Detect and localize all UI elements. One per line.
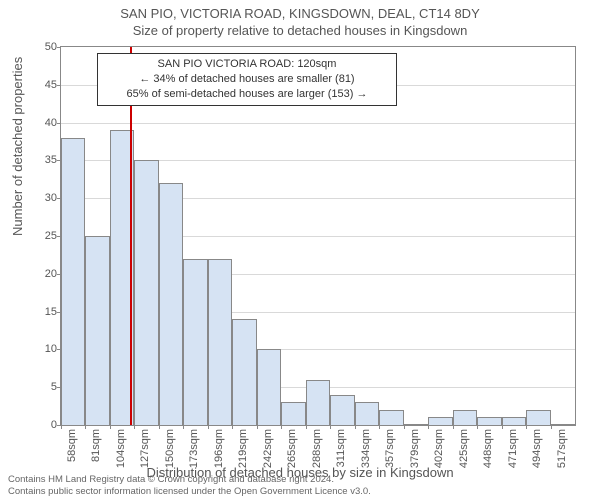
xtick-label: 425sqm xyxy=(456,429,470,468)
ytick-label: 25 xyxy=(29,230,61,242)
ytick-label: 5 xyxy=(29,381,61,393)
xtick-label: 288sqm xyxy=(309,429,323,468)
xtick-mark xyxy=(232,425,233,429)
xtick-mark xyxy=(61,425,62,429)
xtick-mark xyxy=(134,425,135,429)
xtick-mark xyxy=(306,425,307,429)
xtick-label: 81sqm xyxy=(88,429,102,462)
ytick-label: 35 xyxy=(29,154,61,166)
xtick-label: 219sqm xyxy=(235,429,249,468)
histogram-bar xyxy=(61,138,85,425)
xtick-label: 58sqm xyxy=(64,429,78,462)
xtick-label: 104sqm xyxy=(113,429,127,468)
xtick-mark xyxy=(404,425,405,429)
ytick-label: 0 xyxy=(29,419,61,431)
gridline xyxy=(61,123,575,124)
ytick-label: 10 xyxy=(29,343,61,355)
ytick-label: 40 xyxy=(29,117,61,129)
footer: Contains HM Land Registry data © Crown c… xyxy=(8,474,371,498)
ytick-label: 20 xyxy=(29,268,61,280)
page-subtitle: Size of property relative to detached ho… xyxy=(0,21,600,38)
ytick-label: 45 xyxy=(29,79,61,91)
histogram-bar xyxy=(183,259,207,425)
histogram-bar xyxy=(159,183,183,425)
xtick-mark xyxy=(477,425,478,429)
xtick-mark xyxy=(355,425,356,429)
xtick-mark xyxy=(330,425,331,429)
xtick-mark xyxy=(428,425,429,429)
xtick-label: 517sqm xyxy=(554,429,568,468)
histogram-bar xyxy=(232,319,256,425)
plot-area: SAN PIO VICTORIA ROAD: 120sqm ← 34% of d… xyxy=(61,47,575,425)
xtick-label: 494sqm xyxy=(529,429,543,468)
annotation-line-3: 65% of semi-detached houses are larger (… xyxy=(106,87,388,102)
histogram-bar xyxy=(453,410,477,425)
xtick-label: 150sqm xyxy=(162,429,176,468)
histogram-bar xyxy=(281,402,305,425)
xtick-mark xyxy=(257,425,258,429)
histogram-bar xyxy=(306,380,330,425)
xtick-mark xyxy=(85,425,86,429)
annotation-box: SAN PIO VICTORIA ROAD: 120sqm ← 34% of d… xyxy=(97,53,397,106)
histogram-bar xyxy=(551,424,575,425)
y-axis-label: Number of detached properties xyxy=(10,57,25,236)
xtick-mark xyxy=(208,425,209,429)
footer-line-1: Contains HM Land Registry data © Crown c… xyxy=(8,474,371,486)
ytick-label: 15 xyxy=(29,306,61,318)
histogram-bar xyxy=(257,349,281,425)
histogram-bar xyxy=(85,236,109,425)
xtick-mark xyxy=(159,425,160,429)
xtick-label: 196sqm xyxy=(211,429,225,468)
xtick-label: 379sqm xyxy=(407,429,421,468)
xtick-mark xyxy=(502,425,503,429)
annotation-line-1: SAN PIO VICTORIA ROAD: 120sqm xyxy=(106,57,388,72)
chart-area: SAN PIO VICTORIA ROAD: 120sqm ← 34% of d… xyxy=(60,46,576,426)
xtick-label: 265sqm xyxy=(284,429,298,468)
xtick-label: 311sqm xyxy=(333,429,347,467)
page-title: SAN PIO, VICTORIA ROAD, KINGSDOWN, DEAL,… xyxy=(0,0,600,21)
xtick-label: 127sqm xyxy=(137,429,151,468)
footer-line-2: Contains public sector information licen… xyxy=(8,486,371,498)
ytick-label: 30 xyxy=(29,192,61,204)
xtick-label: 242sqm xyxy=(260,429,274,468)
xtick-mark xyxy=(551,425,552,429)
histogram-bar xyxy=(526,410,550,425)
xtick-mark xyxy=(379,425,380,429)
ytick-label: 50 xyxy=(29,41,61,53)
histogram-bar xyxy=(404,424,428,425)
histogram-bar xyxy=(208,259,232,425)
xtick-label: 357sqm xyxy=(382,429,396,468)
histogram-bar xyxy=(428,417,452,425)
histogram-bar xyxy=(330,395,354,425)
xtick-mark xyxy=(526,425,527,429)
xtick-mark xyxy=(183,425,184,429)
histogram-bar xyxy=(477,417,501,425)
histogram-bar xyxy=(355,402,379,425)
histogram-bar xyxy=(134,160,158,425)
annotation-line-2: ← 34% of detached houses are smaller (81… xyxy=(106,72,388,87)
xtick-label: 448sqm xyxy=(480,429,494,468)
xtick-mark xyxy=(110,425,111,429)
histogram-bar xyxy=(379,410,403,425)
xtick-label: 471sqm xyxy=(505,429,519,468)
histogram-bar xyxy=(502,417,526,425)
xtick-label: 402sqm xyxy=(431,429,445,468)
xtick-label: 173sqm xyxy=(186,429,200,468)
xtick-mark xyxy=(453,425,454,429)
xtick-label: 334sqm xyxy=(358,429,372,468)
xtick-mark xyxy=(281,425,282,429)
